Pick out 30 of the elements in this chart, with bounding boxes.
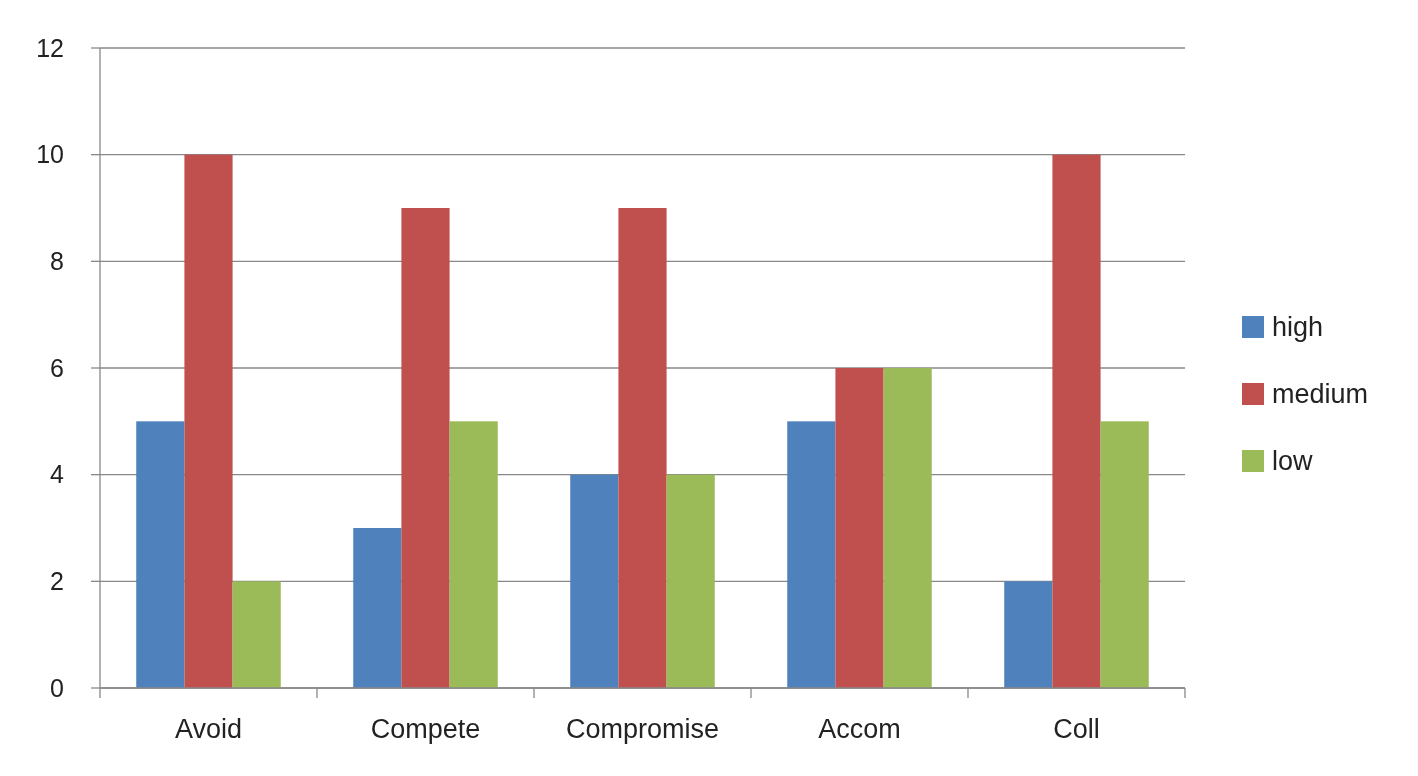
legend-label: low (1272, 446, 1314, 477)
bar (570, 474, 619, 688)
bar (353, 528, 402, 688)
legend-label: medium (1272, 379, 1369, 410)
bar (401, 208, 450, 688)
legend-label: high (1272, 312, 1324, 343)
y-tick-label: 0 (50, 673, 64, 702)
bar (136, 421, 185, 688)
x-tick-label: Compromise (565, 714, 720, 744)
y-tick-label: 4 (50, 460, 65, 489)
bar (618, 208, 667, 688)
x-tick-label: Accom (818, 714, 901, 744)
y-tick-label: 2 (50, 567, 64, 596)
y-tick-label: 12 (36, 33, 64, 62)
y-tick-label: 6 (50, 353, 64, 382)
y-tick-label: 10 (36, 140, 64, 169)
x-tick-label: Avoid (174, 714, 243, 744)
bar (184, 154, 233, 688)
bar (449, 421, 498, 688)
bar (1100, 421, 1149, 688)
bar (1004, 581, 1053, 688)
bar (1052, 154, 1101, 688)
x-tick-label: Coll (1053, 714, 1100, 744)
x-tick-label: Compete (370, 714, 481, 744)
y-tick-label: 8 (50, 247, 64, 276)
bar (787, 421, 836, 688)
bar (666, 474, 715, 688)
bar (835, 368, 884, 688)
bar (883, 368, 932, 688)
bar (232, 581, 281, 688)
